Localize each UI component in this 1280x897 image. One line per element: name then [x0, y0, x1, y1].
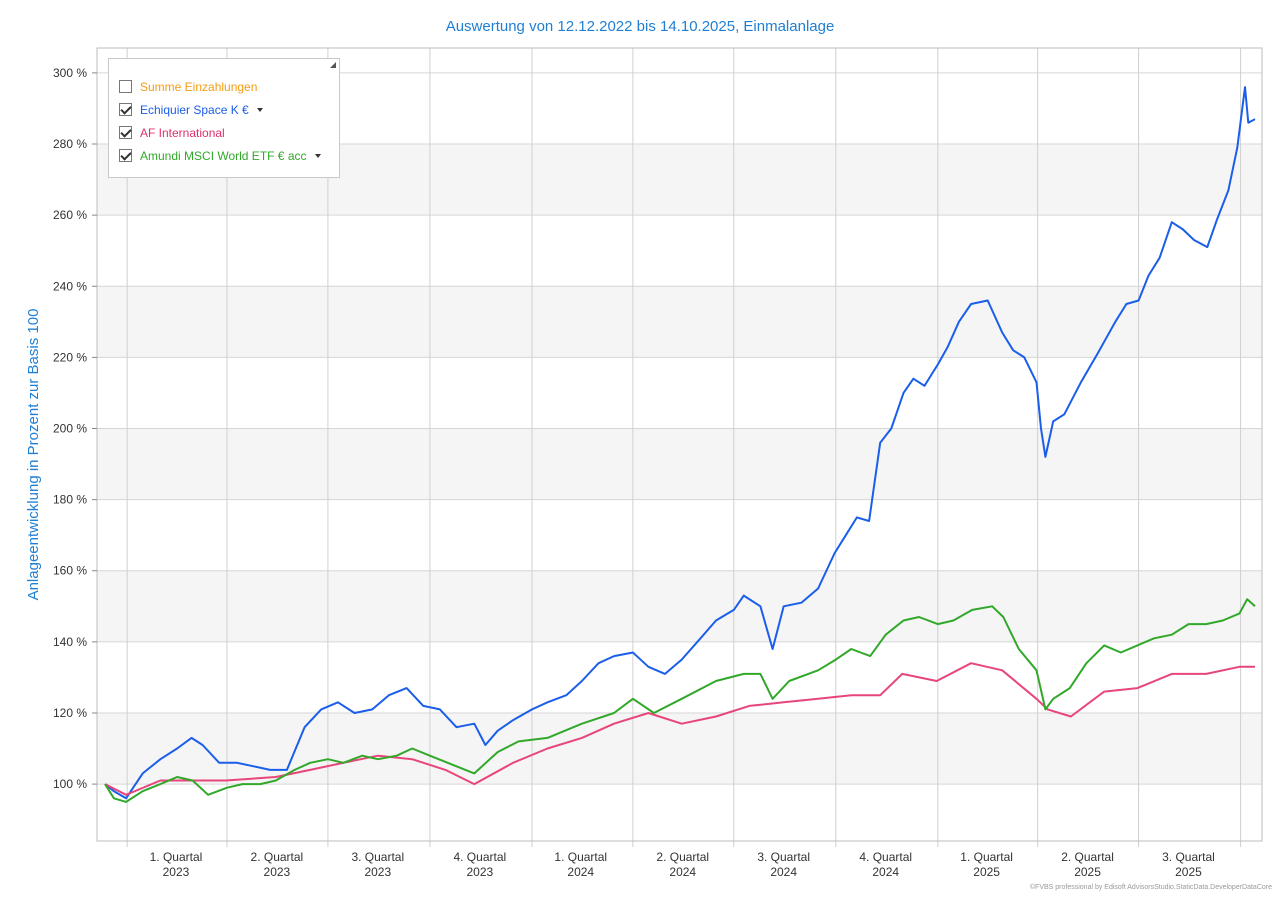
x-tick-label-year: 2024	[669, 865, 696, 879]
x-tick-label-quarter: 2. Quartal	[656, 850, 709, 864]
y-tick-label: 160 %	[53, 564, 87, 578]
x-tick-label-quarter: 2. Quartal	[251, 850, 304, 864]
y-tick-label: 140 %	[53, 635, 87, 649]
x-tick-label-year: 2025	[1074, 865, 1101, 879]
x-tick-label-year: 2023	[264, 865, 291, 879]
y-tick-label: 260 %	[53, 208, 87, 222]
y-tick-label: 300 %	[53, 66, 87, 80]
legend-collapse-icon[interactable]	[330, 62, 336, 68]
legend-checkbox[interactable]	[119, 103, 132, 116]
y-tick-label: 240 %	[53, 279, 87, 293]
x-tick-label-year: 2023	[466, 865, 493, 879]
x-tick-label-quarter: 3. Quartal	[757, 850, 810, 864]
series-line-amundi-msci-world-etf-acc	[104, 598, 1256, 803]
x-tick-label-year: 2024	[770, 865, 797, 879]
y-tick-label: 220 %	[53, 350, 87, 364]
x-tick-label-quarter: 4. Quartal	[453, 850, 506, 864]
y-tick-label: 280 %	[53, 137, 87, 151]
legend-item[interactable]: Amundi MSCI World ETF € acc	[109, 144, 339, 167]
y-tick-label: 180 %	[53, 493, 87, 507]
legend-label: Echiquier Space K €	[140, 102, 249, 117]
x-tick-label-quarter: 1. Quartal	[960, 850, 1013, 864]
legend-item[interactable]: AF International	[109, 121, 339, 144]
x-tick-label-year: 2024	[567, 865, 594, 879]
legend-label: AF International	[140, 125, 225, 140]
legend-item[interactable]: Echiquier Space K €	[109, 98, 339, 121]
legend: Summe Einzahlungen Echiquier Space K € AF …	[108, 58, 340, 178]
grid-band	[97, 286, 1262, 358]
x-tick-label-year: 2024	[872, 865, 899, 879]
x-tick-label-quarter: 1. Quartal	[150, 850, 203, 864]
series-line-af-international	[104, 662, 1255, 796]
grid-band	[97, 428, 1262, 500]
legend-checkbox[interactable]	[119, 149, 132, 162]
x-tick-label-year: 2025	[973, 865, 1000, 879]
y-axis-label: Anlageentwicklung in Prozent zur Basis 1…	[25, 309, 42, 601]
grid-band	[97, 570, 1262, 642]
dropdown-arrow-icon[interactable]	[256, 107, 263, 112]
y-tick-label: 100 %	[53, 777, 87, 791]
legend-checkbox[interactable]	[119, 80, 132, 93]
series-line-echiquier-space-k	[104, 86, 1256, 800]
x-tick-label-quarter: 2. Quartal	[1061, 850, 1114, 864]
x-tick-label-year: 2023	[163, 865, 190, 879]
x-tick-label-quarter: 3. Quartal	[1162, 850, 1215, 864]
x-tick-label-year: 2023	[364, 865, 391, 879]
legend-checkbox[interactable]	[119, 126, 132, 139]
x-tick-label-year: 2025	[1175, 865, 1202, 879]
y-tick-label: 120 %	[53, 706, 87, 720]
legend-label: Amundi MSCI World ETF € acc	[140, 148, 307, 163]
dropdown-arrow-icon[interactable]	[314, 153, 321, 158]
x-tick-label-quarter: 1. Quartal	[554, 850, 607, 864]
x-tick-label-quarter: 4. Quartal	[859, 850, 912, 864]
copyright-footer: ©FVBS professional by Edisoft AdvisorsSt…	[1029, 884, 1272, 891]
y-tick-label: 200 %	[53, 421, 87, 435]
legend-item[interactable]: Summe Einzahlungen	[109, 75, 339, 98]
legend-label: Summe Einzahlungen	[140, 79, 258, 94]
x-tick-label-quarter: 3. Quartal	[351, 850, 404, 864]
plot-area	[96, 47, 1263, 842]
chart-title: Auswertung von 12.12.2022 bis 14.10.2025…	[445, 18, 835, 35]
